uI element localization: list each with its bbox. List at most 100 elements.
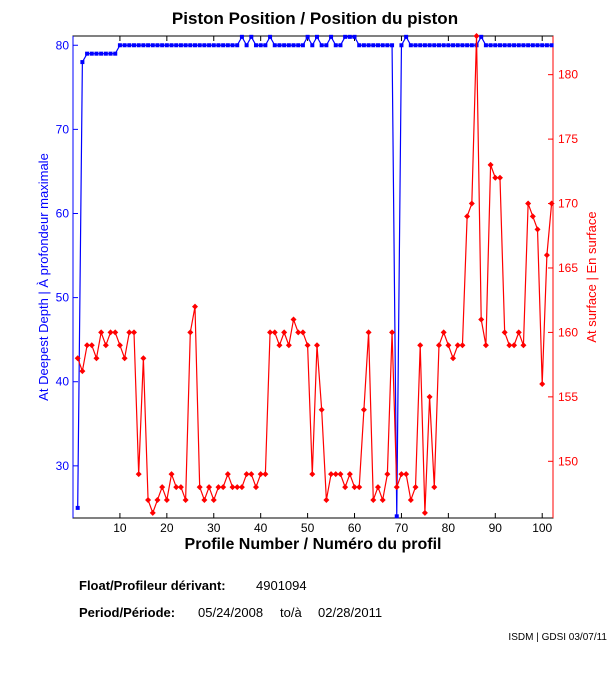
data-point (361, 43, 366, 48)
data-point (177, 484, 184, 491)
data-point (487, 161, 494, 168)
data-point (515, 329, 522, 336)
data-point (262, 471, 269, 478)
data-point (191, 303, 198, 310)
data-point (370, 496, 377, 503)
data-point (360, 406, 367, 413)
data-point (465, 43, 470, 48)
right-y-tick-label: 160 (558, 325, 578, 339)
data-point (390, 43, 395, 48)
right-y-tick-label: 155 (558, 390, 578, 404)
data-point (418, 43, 423, 48)
data-point (239, 34, 244, 39)
data-point (196, 484, 203, 491)
data-point (88, 342, 95, 349)
right-y-tick-label: 150 (558, 454, 578, 468)
left-y-tick-label: 70 (56, 122, 70, 136)
data-point (460, 43, 465, 48)
data-point (371, 43, 376, 48)
data-point (328, 471, 335, 478)
data-point (271, 329, 278, 336)
data-point (257, 471, 264, 478)
data-point (272, 43, 277, 48)
series-surface (74, 33, 555, 516)
data-point (529, 213, 536, 220)
data-point (285, 342, 292, 349)
data-point (332, 471, 339, 478)
data-point (440, 329, 447, 336)
data-point (540, 43, 545, 48)
data-point (183, 43, 188, 48)
data-point (187, 329, 194, 336)
data-point (539, 380, 546, 387)
data-point (234, 484, 241, 491)
data-point (155, 43, 160, 48)
data-point (422, 43, 427, 48)
float-value: 4901094 (256, 578, 307, 593)
x-tick-label: 10 (113, 521, 127, 535)
data-point (102, 342, 109, 349)
data-point (454, 342, 461, 349)
data-point (427, 43, 432, 48)
data-point (399, 43, 404, 48)
data-point (417, 342, 424, 349)
footer-credit: ISDM | GDSI 03/07/11 (508, 632, 607, 643)
data-point (407, 496, 414, 503)
data-point (85, 51, 90, 56)
data-point (79, 368, 86, 375)
data-point (268, 34, 273, 39)
left-y-tick-label: 30 (56, 459, 70, 473)
data-point (225, 43, 230, 48)
data-point (107, 329, 114, 336)
data-point (436, 43, 441, 48)
data-point (159, 484, 166, 491)
period-start: 05/24/2008 (198, 605, 263, 620)
data-point (507, 43, 512, 48)
data-point (530, 43, 535, 48)
data-point (135, 471, 142, 478)
data-point (207, 43, 212, 48)
x-tick-label: 70 (395, 521, 409, 535)
data-point (230, 43, 235, 48)
data-point (421, 509, 428, 516)
left-y-tick-label: 50 (56, 291, 70, 305)
data-point (323, 496, 330, 503)
data-point (169, 43, 174, 48)
data-point (304, 342, 311, 349)
x-tick-label: 60 (348, 521, 362, 535)
data-point (408, 43, 413, 48)
right-y-tick-label: 170 (558, 197, 578, 211)
data-point (164, 43, 169, 48)
data-point (98, 329, 105, 336)
data-point (389, 329, 396, 336)
data-point (276, 342, 283, 349)
data-point (117, 43, 122, 48)
data-point (431, 484, 438, 491)
data-point (535, 43, 540, 48)
data-point (286, 43, 291, 48)
data-point (146, 43, 151, 48)
data-point (534, 226, 541, 233)
data-point (310, 43, 315, 48)
data-point (446, 43, 451, 48)
data-point (497, 43, 502, 48)
data-point (379, 496, 386, 503)
data-point (492, 174, 499, 181)
float-label: Float/Profileur dérivant: (79, 578, 226, 593)
data-point (229, 484, 236, 491)
data-point (201, 496, 208, 503)
data-point (112, 329, 119, 336)
data-point (338, 43, 343, 48)
data-point (483, 43, 488, 48)
data-point (224, 471, 231, 478)
data-point (74, 355, 81, 362)
data-point (263, 43, 268, 48)
data-point (337, 471, 344, 478)
data-point (512, 43, 517, 48)
left-y-tick-label: 80 (56, 38, 70, 52)
data-point (202, 43, 207, 48)
data-point (215, 484, 222, 491)
data-point (267, 329, 274, 336)
data-point (210, 496, 217, 503)
